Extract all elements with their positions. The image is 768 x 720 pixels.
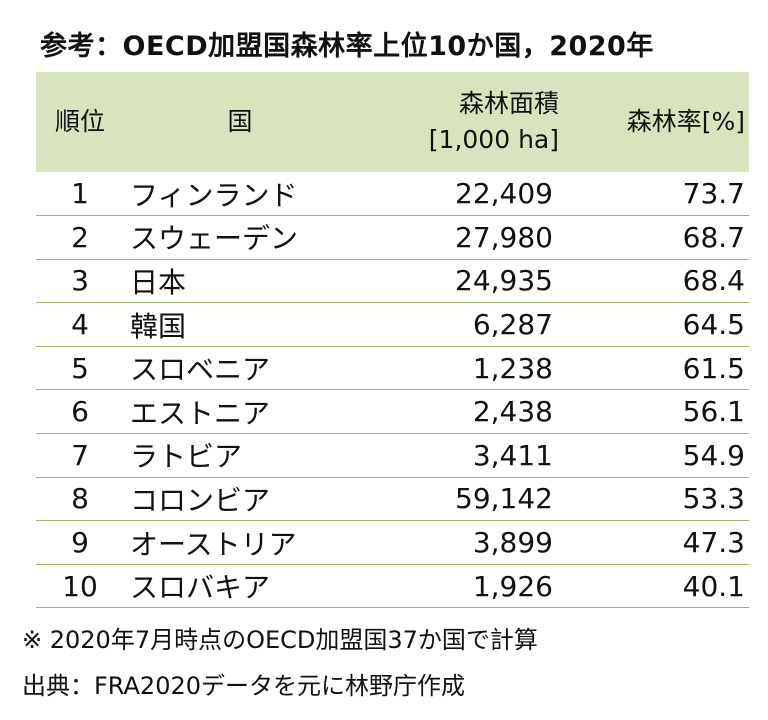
- cell-rank: 6: [71, 395, 89, 429]
- cell-forest-rate: 68.4: [682, 264, 745, 298]
- cell-forest-area: 24,935: [455, 264, 553, 298]
- cell-country: スロベニア: [130, 353, 271, 387]
- cell-forest-rate: 56.1: [682, 395, 745, 429]
- header-forest-rate: 森林率[%]: [626, 107, 745, 136]
- table-row: 2 スウェーデン 27,980 68.7: [36, 216, 749, 260]
- table-header-row: 順位 国 森林面積 [1,000 ha] 森林率[%]: [36, 72, 749, 172]
- header-forest-area-unit: [1,000 ha]: [428, 125, 559, 154]
- header-forest-area-label: 森林面積: [458, 89, 559, 118]
- cell-country: オーストリア: [130, 527, 297, 561]
- table-row: 1 フィンランド 22,409 73.7: [36, 172, 749, 216]
- table-row: 5 スロベニア 1,238 61.5: [36, 346, 749, 390]
- cell-country: スウェーデン: [130, 222, 299, 256]
- cell-forest-area: 27,980: [455, 220, 553, 254]
- cell-country: 日本: [130, 265, 187, 299]
- cell-country: ラトビア: [130, 440, 243, 474]
- cell-rank: 9: [71, 526, 89, 560]
- cell-forest-area: 6,287: [472, 308, 553, 342]
- cell-rank: 4: [71, 308, 89, 342]
- cell-country: エストニア: [130, 396, 271, 430]
- header-country: 国: [227, 107, 253, 136]
- cell-forest-rate: 53.3: [682, 482, 745, 516]
- cell-rank: 5: [71, 351, 89, 385]
- cell-rank: 10: [62, 569, 98, 603]
- cell-forest-area: 2,438: [472, 395, 553, 429]
- page-title: 参考：OECD加盟国森林率上位10か国，2020年: [40, 31, 654, 62]
- cell-rank: 2: [71, 220, 89, 254]
- cell-country: フィンランド: [130, 178, 298, 212]
- table-row: 8 コロンビア 59,142 53.3: [36, 477, 749, 521]
- footnote: ※ 2020年7月時点のOECD加盟国37か国で計算: [22, 626, 538, 654]
- cell-forest-area: 3,411: [472, 438, 553, 472]
- cell-forest-rate: 68.7: [682, 220, 745, 254]
- table-row: 4 韓国 6,287 64.5: [36, 303, 749, 347]
- cell-forest-area: 1,238: [472, 351, 553, 385]
- cell-forest-rate: 64.5: [682, 308, 745, 342]
- cell-forest-area: 59,142: [455, 482, 553, 516]
- forest-ranking-table: 順位 国 森林面積 [1,000 ha] 森林率[%] 1 フィンランド 22,…: [36, 72, 749, 608]
- cell-forest-area: 3,899: [472, 526, 553, 560]
- table-row: 6 エストニア 2,438 56.1: [36, 390, 749, 434]
- table-row: 9 オーストリア 3,899 47.3: [36, 521, 749, 565]
- table-row: 3 日本 24,935 68.4: [36, 259, 749, 303]
- cell-rank: 7: [71, 438, 89, 472]
- cell-forest-rate: 73.7: [682, 177, 745, 211]
- table-row: 7 ラトビア 3,411 54.9: [36, 434, 749, 478]
- cell-country: コロンビア: [130, 483, 271, 517]
- table-row: 10 スロバキア 1,926 40.1: [36, 564, 749, 608]
- cell-rank: 3: [71, 264, 89, 298]
- header-rank: 順位: [54, 107, 105, 136]
- cell-forest-rate: 54.9: [682, 438, 745, 472]
- cell-forest-rate: 40.1: [682, 569, 745, 603]
- cell-forest-area: 1,926: [472, 569, 553, 603]
- cell-rank: 1: [71, 177, 89, 211]
- cell-country: スロバキア: [130, 571, 271, 605]
- cell-country: 韓国: [130, 309, 187, 343]
- cell-forest-rate: 61.5: [682, 351, 745, 385]
- cell-forest-rate: 47.3: [682, 526, 745, 560]
- source-note: 出典：FRA2020データを元に林野庁作成: [22, 672, 466, 700]
- header-forest-area: 森林面積 [1,000 ha]: [356, 72, 581, 172]
- cell-rank: 8: [71, 482, 89, 516]
- cell-forest-area: 22,409: [455, 177, 553, 211]
